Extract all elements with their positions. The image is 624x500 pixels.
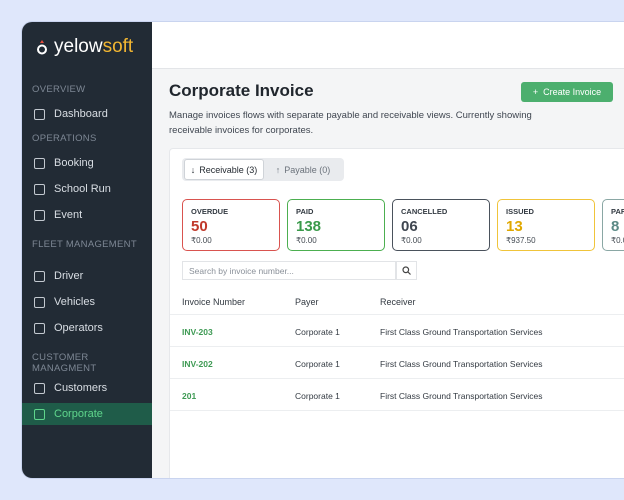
nav-label: Booking bbox=[54, 157, 94, 169]
table-cell: First Class Ground Transportation Servic… bbox=[380, 391, 543, 401]
nav-icon bbox=[34, 108, 45, 120]
nav-icon bbox=[34, 296, 45, 308]
table-cell: First Class Ground Transportation Servic… bbox=[380, 327, 543, 337]
stat-amount: ₹0.0 bbox=[611, 236, 624, 245]
nav-label: Operators bbox=[54, 322, 103, 334]
stat-value: 50 bbox=[191, 218, 208, 235]
nav-label: School Run bbox=[54, 183, 111, 195]
stat-value: 13 bbox=[506, 218, 523, 235]
nav-item[interactable]: Vehicles bbox=[22, 291, 152, 313]
stat-value: 8 bbox=[611, 218, 620, 235]
section-title: OPERATIONS bbox=[32, 133, 97, 144]
sidebar: yelowsoft OVERVIEW Dashboard OPERATIONS Boo… bbox=[22, 22, 152, 478]
tab-icon: ↑ bbox=[275, 164, 281, 175]
table-cell: Corporate 1 bbox=[295, 391, 340, 401]
nav-icon bbox=[34, 183, 45, 195]
nav-icon bbox=[34, 270, 45, 282]
invoice-link[interactable]: INV-203 bbox=[182, 327, 213, 337]
stat-card[interactable]: CANCELLED 06 ₹0.00 bbox=[392, 199, 490, 251]
nav-icon bbox=[34, 382, 45, 394]
stat-label: PART bbox=[611, 207, 624, 216]
top-bar bbox=[152, 22, 624, 69]
page-title: Corporate Invoice bbox=[169, 81, 314, 100]
tab-label: Payable (0) bbox=[284, 164, 331, 175]
stat-label: ISSUED bbox=[506, 207, 534, 216]
logo: yelowsoft bbox=[36, 36, 133, 58]
nav-label: Event bbox=[54, 209, 83, 221]
nav-icon bbox=[34, 157, 45, 169]
button-label: Create Invoice bbox=[543, 87, 602, 97]
nav-item[interactable]: Corporate bbox=[22, 403, 152, 425]
nav-label: Customers bbox=[54, 382, 108, 394]
nav-label: Driver bbox=[54, 270, 84, 282]
search-input[interactable]: Search by invoice number... bbox=[182, 261, 396, 280]
search-button[interactable] bbox=[396, 261, 417, 280]
app-window: yelowsoft OVERVIEW Dashboard OPERATIONS Boo… bbox=[22, 22, 624, 478]
table-cell: First Class Ground Transportation Servic… bbox=[380, 359, 543, 369]
nav-icon bbox=[34, 408, 45, 420]
logo-text: yelow bbox=[54, 36, 103, 57]
nav-item[interactable]: Customers bbox=[22, 377, 152, 399]
nav-label: Corporate bbox=[54, 408, 103, 420]
stat-label: PAID bbox=[296, 207, 314, 216]
nav-label: Dashboard bbox=[54, 108, 108, 120]
nav-item[interactable]: Booking bbox=[22, 152, 152, 174]
stat-amount: ₹0.00 bbox=[296, 236, 317, 245]
table-cell: Corporate 1 bbox=[295, 359, 340, 369]
tab-label: Receivable (3) bbox=[199, 164, 258, 175]
invoice-link[interactable]: 201 bbox=[182, 391, 197, 401]
divider bbox=[170, 314, 624, 315]
nav-label: Vehicles bbox=[54, 296, 95, 308]
tab-icon: ↓ bbox=[190, 164, 196, 175]
nav-icon bbox=[34, 209, 45, 221]
section-title: FLEET MANAGEMENT bbox=[32, 239, 137, 250]
page-description: Manage invoices flows with separate paya… bbox=[169, 110, 532, 136]
stat-label: CANCELLED bbox=[401, 207, 448, 216]
nav-item[interactable]: School Run bbox=[22, 178, 152, 200]
divider bbox=[170, 346, 624, 347]
stat-card[interactable]: PART 8₹0.0 bbox=[602, 199, 624, 251]
logo-accent: soft bbox=[102, 36, 134, 57]
stat-amount: ₹0.00 bbox=[401, 236, 422, 245]
search-placeholder: Search by invoice number... bbox=[189, 265, 294, 276]
invoice-card: ↓ Receivable (3) ↑ Payable (0) Search by in… bbox=[169, 148, 624, 478]
stat-value: 06 bbox=[401, 218, 418, 235]
section-title: OVERVIEW bbox=[32, 84, 86, 95]
tab[interactable]: ↓ Receivable (3) bbox=[184, 159, 264, 180]
logo-icon bbox=[37, 40, 47, 55]
invoice-link[interactable]: INV-202 bbox=[182, 359, 213, 369]
nav-item[interactable]: Event bbox=[22, 204, 152, 226]
stat-label: OVERDUE bbox=[191, 207, 229, 216]
section-title: CUSTOMER MANAGMENT bbox=[32, 352, 97, 374]
stat-value: 138 bbox=[296, 218, 322, 235]
column-header: Payer bbox=[295, 297, 319, 307]
tab[interactable]: ↑ Payable (0) bbox=[264, 160, 342, 179]
nav-item[interactable]: Operators bbox=[22, 317, 152, 339]
stat-card[interactable]: ISSUED 13 ₹937.50 bbox=[497, 199, 595, 251]
stat-card[interactable]: OVERDUE 50 ₹0.00 bbox=[182, 199, 280, 251]
divider bbox=[170, 378, 624, 379]
column-header: Receiver bbox=[380, 297, 416, 307]
nav-item[interactable]: Dashboard bbox=[22, 103, 152, 125]
nav-icon bbox=[34, 322, 45, 334]
stat-card[interactable]: PAID 138 ₹0.00 bbox=[287, 199, 385, 251]
stat-amount: ₹937.50 bbox=[506, 236, 536, 245]
nav-item[interactable]: Driver bbox=[22, 265, 152, 287]
divider bbox=[170, 410, 624, 411]
tabs: ↓ Receivable (3) ↑ Payable (0) bbox=[182, 158, 344, 181]
stat-amount: ₹0.00 bbox=[191, 236, 212, 245]
column-header: Invoice Number bbox=[182, 297, 246, 307]
table-cell: Corporate 1 bbox=[295, 327, 340, 337]
create-invoice-button[interactable]: + Create Invoice bbox=[521, 82, 613, 102]
